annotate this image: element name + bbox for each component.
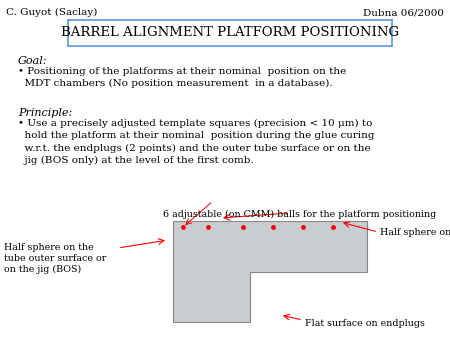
Text: Flat surface on endplugs: Flat surface on endplugs xyxy=(305,319,425,328)
Text: 6 adjustable (on CMM) balls for the platform positioning: 6 adjustable (on CMM) balls for the plat… xyxy=(163,210,436,219)
Polygon shape xyxy=(173,221,367,322)
Text: • Positioning of the platforms at their nominal  position on the
  MDT chambers : • Positioning of the platforms at their … xyxy=(18,67,346,88)
Text: Half sphere on the
tube outer surface or
on the jig (BOS): Half sphere on the tube outer surface or… xyxy=(4,243,106,274)
Text: Goal:: Goal: xyxy=(18,56,48,66)
Text: Dubna 06/2000: Dubna 06/2000 xyxy=(363,8,444,17)
Text: Half sphere on end plugs: Half sphere on end plugs xyxy=(380,228,450,237)
Text: BARREL ALIGNMENT PLATFORM POSITIONING: BARREL ALIGNMENT PLATFORM POSITIONING xyxy=(61,26,399,40)
Text: Principle:: Principle: xyxy=(18,108,72,118)
Text: C. Guyot (Saclay): C. Guyot (Saclay) xyxy=(6,8,97,17)
Text: • Use a precisely adjusted template squares (precision < 10 μm) to
  hold the pl: • Use a precisely adjusted template squa… xyxy=(18,119,374,165)
